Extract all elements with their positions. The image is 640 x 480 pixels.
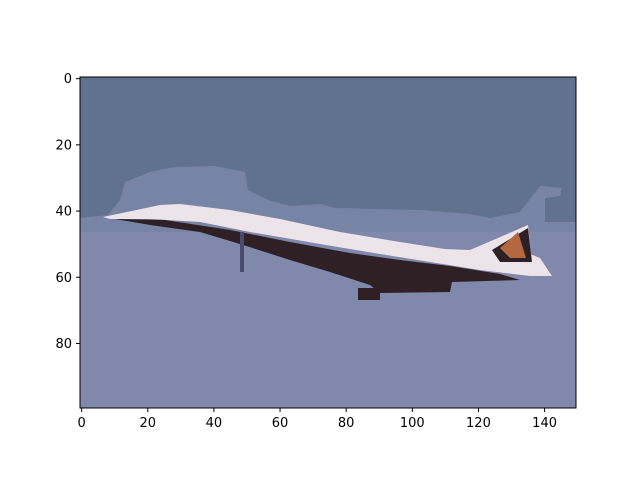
aircraft-wing: [103, 204, 552, 276]
y-tick-label: 20: [55, 138, 72, 153]
aircraft-fuselage: [115, 219, 520, 293]
aircraft-tail-logo: [500, 232, 526, 258]
y-tick-label: 60: [55, 271, 72, 286]
axes-frame: [79, 76, 577, 409]
x-tick-label: 60: [272, 416, 289, 431]
x-tick-label: 100: [400, 416, 425, 431]
x-tick-label: 40: [206, 416, 223, 431]
aircraft-gear-front: [240, 232, 244, 272]
x-axis-ticks: 0 20 40 60 80 100 120 140: [78, 408, 557, 431]
y-tick-label: 0: [64, 72, 72, 87]
y-axis-ticks: 0 20 40 60 80: [55, 72, 80, 352]
x-tick-label: 80: [338, 416, 355, 431]
aircraft-gear-rear: [358, 288, 380, 300]
y-tick-label: 80: [55, 337, 72, 352]
x-tick-label: 20: [140, 416, 157, 431]
x-tick-label: 140: [532, 416, 557, 431]
y-tick-label: 40: [55, 205, 72, 220]
x-tick-label: 120: [466, 416, 491, 431]
x-tick-label: 0: [78, 416, 86, 431]
image-area: [80, 77, 576, 408]
